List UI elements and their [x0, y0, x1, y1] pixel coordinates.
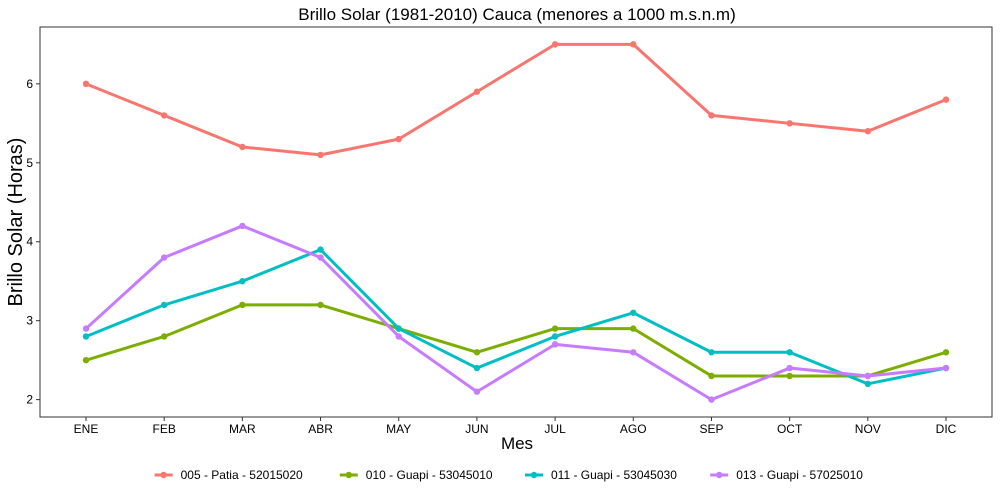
series-3 — [82, 246, 950, 388]
legend-label: 013 - Guapi - 57025010 — [736, 468, 863, 482]
data-point — [551, 41, 559, 48]
data-point — [864, 372, 872, 380]
data-point — [473, 364, 481, 372]
x-axis-title: Mes — [501, 434, 533, 453]
data-point — [786, 372, 793, 380]
series-line — [84, 248, 948, 386]
data-point — [160, 333, 168, 340]
data-point — [160, 254, 168, 261]
y-tick-label: 2 — [26, 393, 33, 407]
data-point — [942, 349, 950, 356]
y-tick-label: 4 — [26, 235, 33, 249]
y-tick-label: 3 — [26, 314, 33, 328]
legend-item: 005 - Patia - 52015020 — [154, 468, 303, 482]
data-point — [786, 364, 793, 372]
legend-label: 005 - Patia - 52015020 — [181, 468, 303, 482]
data-point — [630, 349, 637, 356]
data-point — [630, 41, 637, 48]
x-tick-label: MAY — [386, 422, 411, 436]
legend-key-point — [160, 471, 167, 479]
series-line — [84, 303, 948, 378]
series-1 — [82, 41, 950, 159]
series-4 — [82, 222, 950, 403]
y-axis-title: Brillo Solar (Horas) — [5, 138, 27, 307]
data-point — [395, 135, 402, 143]
x-tick-label: ABR — [308, 422, 333, 436]
chart-title: Brillo Solar (1981-2010) Cauca (menores … — [298, 5, 735, 24]
data-point — [239, 143, 246, 151]
legend-key-point — [345, 471, 352, 479]
series-line — [84, 224, 948, 402]
x-tick-label: FEB — [153, 422, 176, 436]
data-point — [708, 396, 715, 403]
data-point — [317, 151, 324, 159]
data-point — [395, 333, 402, 340]
data-point — [786, 120, 793, 127]
data-point — [786, 349, 793, 356]
data-point — [82, 356, 90, 364]
data-point — [864, 380, 872, 388]
series-line — [84, 42, 948, 157]
data-point — [160, 301, 168, 309]
y-axis: 2 3 4 5 6 — [26, 77, 40, 407]
legend: 005 - Patia - 52015020 010 - Guapi - 5304… — [154, 468, 863, 482]
legend-label: 010 - Guapi - 53045010 — [366, 468, 493, 482]
data-point — [708, 112, 715, 119]
data-point — [317, 246, 324, 253]
data-point — [317, 254, 324, 261]
data-point — [551, 333, 559, 340]
legend-key-point — [530, 471, 538, 479]
data-point — [942, 364, 950, 372]
y-tick-label: 6 — [26, 77, 33, 91]
x-tick-label: NOV — [855, 422, 881, 436]
data-point — [708, 372, 715, 380]
data-point — [630, 325, 637, 332]
data-point — [239, 301, 246, 309]
x-axis: ENE FEB MAR ABR MAY JUN JUL AGO SEP OCT NOV DIC — [74, 417, 957, 436]
data-point — [708, 349, 715, 356]
data-point — [942, 96, 950, 103]
legend-item: 013 - Guapi - 57025010 — [710, 468, 863, 482]
data-point — [473, 88, 481, 95]
data-point — [82, 333, 90, 340]
data-point — [551, 341, 559, 348]
data-point — [239, 278, 246, 285]
plot-panel — [39, 26, 993, 418]
x-tick-label: JUN — [465, 422, 488, 436]
x-tick-label: DIC — [936, 422, 957, 436]
series-layer — [82, 41, 950, 403]
legend-item: 010 - Guapi - 53045010 — [339, 468, 493, 482]
legend-label: 011 - Guapi - 53045030 — [551, 468, 677, 482]
legend-key-point — [716, 471, 723, 479]
data-point — [239, 222, 246, 230]
x-tick-label: OCT — [777, 422, 803, 436]
x-tick-label: AGO — [620, 422, 647, 436]
legend-item: 011 - Guapi - 53045030 — [525, 468, 677, 482]
data-point — [82, 325, 90, 332]
y-tick-label: 5 — [26, 156, 33, 170]
data-point — [317, 301, 324, 309]
data-point — [82, 80, 90, 88]
data-point — [551, 325, 559, 332]
data-point — [160, 112, 168, 119]
x-tick-label: JUL — [544, 422, 566, 436]
data-point — [864, 128, 872, 135]
data-point — [395, 325, 402, 332]
x-tick-label: MAR — [229, 422, 256, 436]
data-point — [473, 349, 481, 356]
data-point — [473, 388, 481, 395]
data-point — [630, 309, 637, 316]
x-tick-label: SEP — [699, 422, 723, 436]
x-tick-label: ENE — [74, 422, 99, 436]
